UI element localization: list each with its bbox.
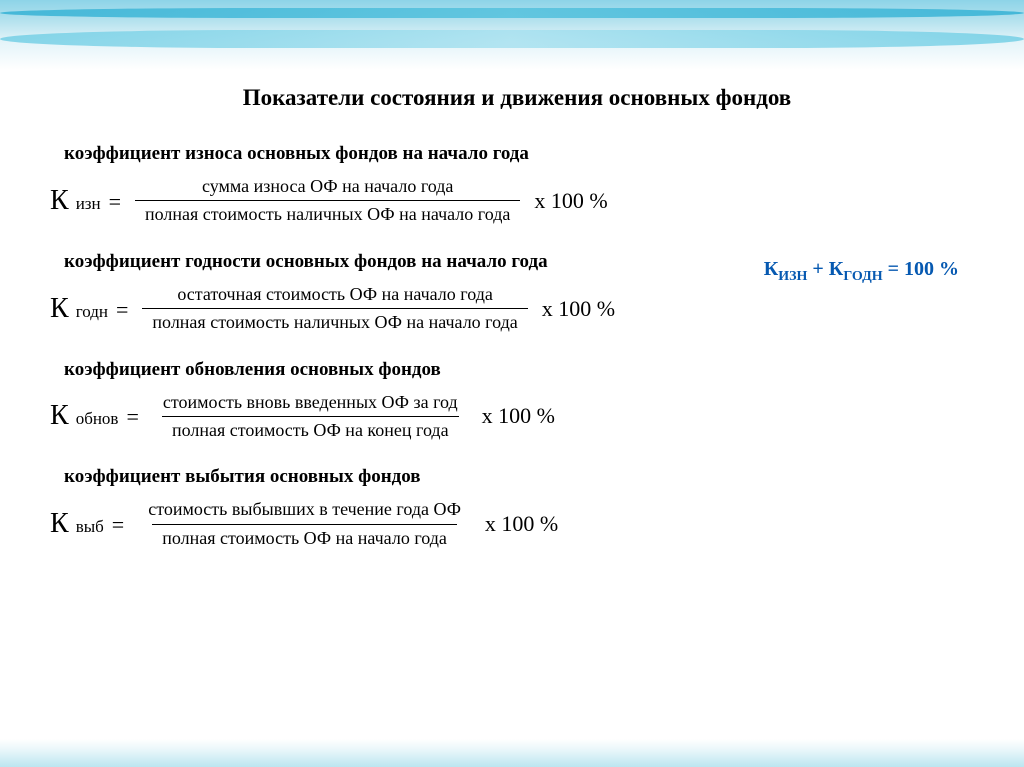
formula-lhs: К выб = (50, 508, 124, 540)
formula-multiplier: х 100 % (482, 403, 555, 429)
formula-fraction: остаточная стоимость ОФ на начало года п… (142, 283, 527, 335)
formula-block-0: коэффициент износа основных фондов на на… (50, 143, 984, 227)
equals-sign: = (109, 189, 121, 215)
formula-lhs: К изн = (50, 185, 121, 217)
fraction-numerator: остаточная стоимость ОФ на начало года (167, 283, 503, 308)
lhs-subscript: выб (76, 517, 104, 537)
slide-content: Показатели состояния и движения основных… (0, 0, 1024, 594)
lhs-subscript: изн (76, 194, 101, 214)
formula-multiplier: х 100 % (534, 188, 607, 214)
formula-row: К обнов = стоимость вновь введенных ОФ за… (50, 391, 984, 443)
formula-row: К годн = остаточная стоимость ОФ на начал… (50, 283, 984, 335)
equals-sign: = (112, 512, 124, 538)
equals-sign: = (126, 404, 138, 430)
lhs-subscript: годн (76, 302, 108, 322)
formula-label: коэффициент выбытия основных фондов (64, 466, 984, 488)
formula-fraction: сумма износа ОФ на начало года полная ст… (135, 175, 520, 227)
formula-label: коэффициент обновления основных фондов (64, 359, 984, 381)
fraction-denominator: полная стоимость ОФ на конец года (162, 416, 459, 442)
page-title: Показатели состояния и движения основных… (50, 85, 984, 111)
formula-lhs: К годн = (50, 293, 128, 325)
fraction-numerator: стоимость вновь введенных ОФ за год (153, 391, 468, 416)
formula-label: коэффициент износа основных фондов на на… (64, 143, 984, 165)
lhs-symbol: К (50, 508, 69, 540)
formula-multiplier: х 100 % (542, 296, 615, 322)
equals-sign: = (116, 297, 128, 323)
fraction-denominator: полная стоимость наличных ОФ на начало г… (135, 200, 520, 226)
formula-lhs: К обнов = (50, 400, 139, 432)
formula-row: К изн = сумма износа ОФ на начало года по… (50, 175, 984, 227)
formula-fraction: стоимость вновь введенных ОФ за год полн… (153, 391, 468, 443)
decorative-wave-bottom (0, 739, 1024, 767)
lhs-symbol: К (50, 400, 69, 432)
lhs-subscript: обнов (76, 409, 119, 429)
lhs-symbol: К (50, 293, 69, 325)
identity-equation: КИЗН + КГОДН = 100 % (764, 258, 959, 285)
fraction-denominator: полная стоимость ОФ на начало года (152, 524, 457, 550)
fraction-numerator: стоимость выбывших в течение года ОФ (138, 498, 471, 523)
formula-fraction: стоимость выбывших в течение года ОФ пол… (138, 498, 471, 550)
formula-block-3: коэффициент выбытия основных фондов К вы… (50, 466, 984, 550)
formula-block-2: коэффициент обновления основных фондов К… (50, 359, 984, 443)
fraction-denominator: полная стоимость наличных ОФ на начало г… (142, 308, 527, 334)
formula-multiplier: х 100 % (485, 511, 558, 537)
fraction-numerator: сумма износа ОФ на начало года (192, 175, 463, 200)
lhs-symbol: К (50, 185, 69, 217)
formula-row: К выб = стоимость выбывших в течение года… (50, 498, 984, 550)
